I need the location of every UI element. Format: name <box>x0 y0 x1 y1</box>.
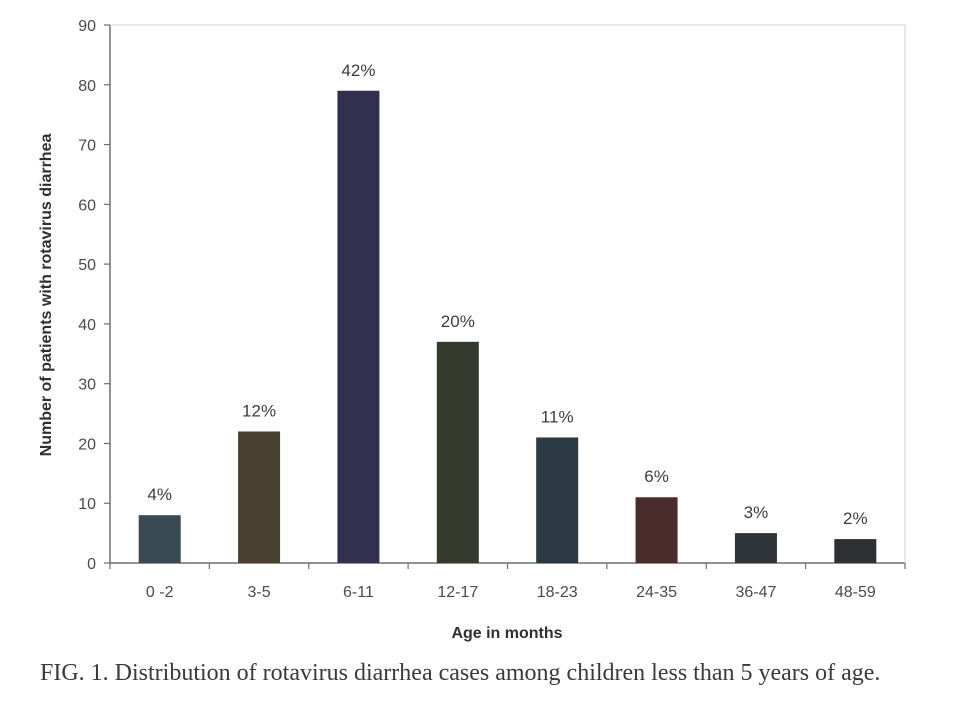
bar-chart: 0 10 20 30 40 50 60 70 80 90 0 -2 3-5 6-11 12-17 18-2… <box>38 18 906 642</box>
data-labels: 4% 12% 42% 20% 11% 6% 3% 2% <box>147 61 867 528</box>
bar-24-35 <box>635 497 678 563</box>
y-tick-label: 80 <box>78 78 96 95</box>
bar-data-label: 12% <box>242 401 276 420</box>
bar-36-47 <box>734 533 777 563</box>
bar-data-label: 20% <box>441 312 475 331</box>
x-tick-label: 6-11 <box>343 584 374 601</box>
bar-48-59 <box>834 539 877 563</box>
y-tick-label: 20 <box>78 436 96 453</box>
y-tick-label: 30 <box>78 377 96 394</box>
x-tick-label: 48-59 <box>835 584 876 601</box>
y-tick-label: 70 <box>78 138 96 155</box>
bar-0-2 <box>138 515 181 563</box>
x-tick-label: 3-5 <box>248 584 271 601</box>
figure-caption: FIG. 1. Distribution of rotavirus diarrh… <box>40 660 881 686</box>
bar-6-11 <box>337 90 380 563</box>
bar-data-label: 6% <box>644 467 669 486</box>
bar-18-23 <box>536 437 579 563</box>
bar-data-label: 4% <box>147 485 172 504</box>
x-tick-label: 36-47 <box>735 584 776 601</box>
y-tick-label: 0 <box>87 556 96 573</box>
bar-data-label: 3% <box>744 503 769 522</box>
bar-data-label: 11% <box>541 407 574 426</box>
bar-data-label: 2% <box>843 509 868 528</box>
bar-data-label: 42% <box>341 61 375 80</box>
x-axis-title: Age in months <box>451 625 562 642</box>
x-axis-ticks: 0 -2 3-5 6-11 12-17 18-23 24-35 36-47 48-59 <box>109 563 906 601</box>
bar-12-17 <box>436 341 479 563</box>
y-tick-label: 60 <box>78 197 96 214</box>
y-tick-label: 10 <box>78 496 96 513</box>
x-tick-label: 24-35 <box>636 584 677 601</box>
y-axis-ticks: 0 10 20 30 40 50 60 70 80 90 <box>78 18 110 573</box>
y-axis-title: Number of patients with rotavirus diarrh… <box>38 134 55 457</box>
plot-frame <box>109 24 906 564</box>
y-tick-label: 90 <box>78 18 96 35</box>
bar-3-5 <box>238 431 281 563</box>
y-tick-label: 50 <box>78 257 96 274</box>
x-tick-label: 0 -2 <box>146 584 174 601</box>
bars <box>138 90 877 563</box>
x-tick-label: 12-17 <box>437 584 478 601</box>
x-tick-label: 18-23 <box>537 584 578 601</box>
y-tick-label: 40 <box>78 317 96 334</box>
